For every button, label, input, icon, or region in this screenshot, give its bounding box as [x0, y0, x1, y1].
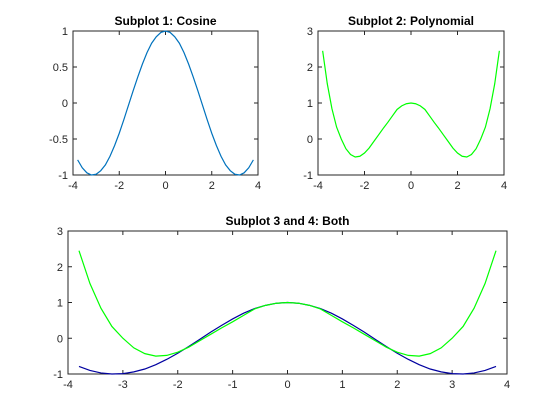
x-tick-label: 0	[162, 180, 168, 192]
subplot-2-polynomial: Subplot 2: Polynomial -4 -2 0 2 4 -1 0 1 2 3	[303, 14, 507, 192]
axes-box	[72, 30, 259, 176]
plot-title: Subplot 2: Polynomial	[348, 14, 474, 28]
y-tick-label: -1	[58, 170, 68, 182]
x-tick-label: 4	[501, 180, 507, 192]
x-tick-label: -3	[118, 379, 128, 391]
x-tick-label: 0	[408, 180, 414, 192]
y-tick-label: 1	[62, 26, 68, 38]
subplot-1-cosine: Subplot 1: Cosine -4 -2 0 2 4 -1 -0.5 0 0.5 1	[49, 14, 261, 192]
x-tick-label: -4	[313, 180, 323, 192]
y-tick-label: 0	[307, 134, 313, 146]
x-tick-label: 3	[449, 379, 455, 391]
y-tick-label: -1	[53, 369, 63, 381]
x-tick-label: -2	[173, 379, 183, 391]
plot-title: Subplot 1: Cosine	[115, 14, 217, 28]
x-tick-label: -2	[360, 180, 370, 192]
y-tick-label: 0.5	[53, 62, 68, 74]
plot-title: Subplot 3 and 4: Both	[226, 214, 350, 228]
series-line-1	[77, 30, 254, 176]
y-tick-label: 3	[307, 26, 313, 38]
y-tick-label: 1	[307, 98, 313, 110]
y-tick-label: 3	[57, 226, 63, 238]
series-line-2	[78, 250, 497, 357]
x-tick-label: 0	[284, 379, 290, 391]
x-tick-label: 2	[454, 180, 460, 192]
y-tick-label: 0	[62, 98, 68, 110]
x-tick-label: -4	[68, 180, 78, 192]
y-tick-label: -1	[303, 170, 313, 182]
series-line-1	[322, 50, 500, 158]
x-tick-label: 2	[209, 180, 215, 192]
x-tick-label: 2	[394, 379, 400, 391]
x-tick-label: 4	[504, 379, 510, 391]
y-tick-label: 0	[57, 333, 63, 345]
y-tick-label: 2	[57, 262, 63, 274]
subplot-3-both: Subplot 3 and 4: Both -4 -3 -2 -1 0 1 2 3 4 -1 0 1 2 3	[53, 214, 510, 391]
x-tick-label: 1	[339, 379, 345, 391]
y-tick-label: -0.5	[49, 134, 68, 146]
x-tick-label: -4	[63, 379, 73, 391]
x-tick-label: 4	[255, 180, 261, 192]
y-tick-label: 1	[57, 298, 63, 310]
x-tick-label: -2	[114, 180, 124, 192]
y-tick-label: 2	[307, 62, 313, 74]
x-tick-label: -1	[228, 379, 238, 391]
